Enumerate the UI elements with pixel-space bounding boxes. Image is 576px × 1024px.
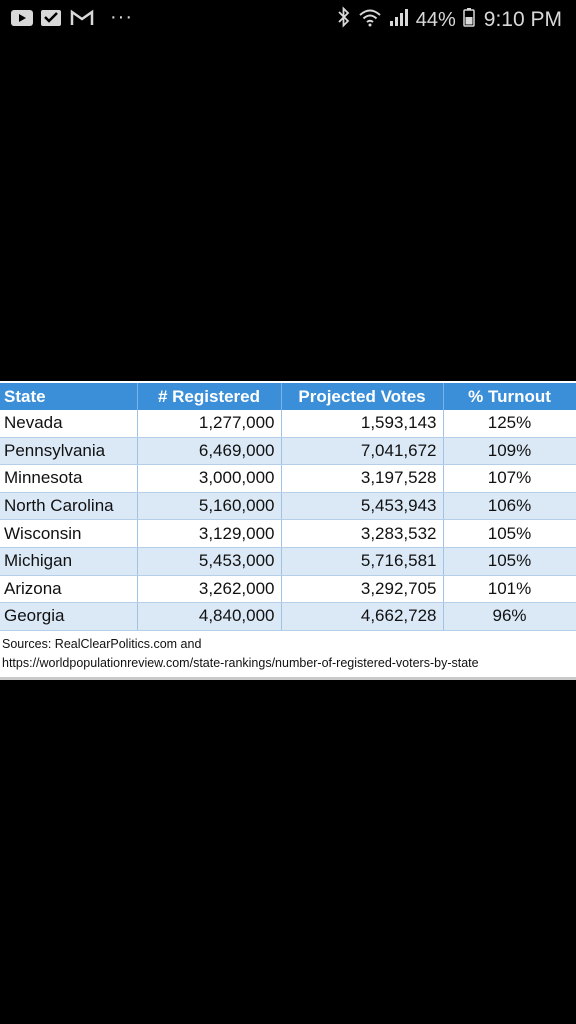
cell-projected: 4,662,728 — [281, 602, 444, 631]
table-header-row: State # Registered Projected Votes % Tur… — [0, 383, 576, 410]
clock: 9:10 PM — [483, 8, 562, 31]
table-row: Pennsylvania 6,469,000 7,041,672 109% — [0, 437, 576, 466]
status-bar: ··· 44% 9:10 PM — [0, 0, 576, 40]
cell-projected: 3,292,705 — [281, 575, 444, 604]
column-header-projected: Projected Votes — [281, 383, 444, 410]
cell-registered: 5,453,000 — [137, 547, 282, 576]
overflow-dots: ··· — [110, 6, 133, 28]
turnout-table: State # Registered Projected Votes % Tur… — [0, 383, 576, 631]
column-header-registered: # Registered — [137, 383, 282, 410]
signal-icon — [389, 7, 409, 33]
cell-turnout: 106% — [443, 492, 576, 521]
cell-projected: 5,453,943 — [281, 492, 444, 521]
cell-registered: 3,129,000 — [137, 519, 282, 548]
cell-state: Wisconsin — [0, 519, 138, 548]
cell-projected: 1,593,143 — [281, 410, 444, 438]
cell-state: North Carolina — [0, 492, 138, 521]
table-row: Minnesota 3,000,000 3,197,528 107% — [0, 464, 576, 493]
cell-turnout: 101% — [443, 575, 576, 604]
notification-icons: ··· — [10, 6, 133, 33]
cell-registered: 4,840,000 — [137, 602, 282, 631]
cell-turnout: 109% — [443, 437, 576, 466]
image-bottom-border — [0, 677, 576, 680]
table-row: Michigan 5,453,000 5,716,581 105% — [0, 547, 576, 576]
table-row: Nevada 1,277,000 1,593,143 125% — [0, 410, 576, 438]
cell-turnout: 107% — [443, 464, 576, 493]
sources-line: Sources: RealClearPolitics.com and — [2, 637, 202, 651]
cell-registered: 3,000,000 — [137, 464, 282, 493]
cell-projected: 5,716,581 — [281, 547, 444, 576]
cell-state: Nevada — [0, 410, 138, 438]
column-header-state: State — [0, 383, 138, 410]
cell-turnout: 105% — [443, 547, 576, 576]
cell-state: Minnesota — [0, 464, 138, 493]
cell-turnout: 105% — [443, 519, 576, 548]
sources-note: Sources: RealClearPolitics.com and https… — [2, 635, 574, 673]
mail-check-icon — [40, 8, 64, 33]
cell-turnout: 96% — [443, 602, 576, 631]
cell-projected: 3,283,532 — [281, 519, 444, 548]
table-row: Georgia 4,840,000 4,662,728 96% — [0, 602, 576, 631]
cell-turnout: 125% — [443, 410, 576, 438]
battery-icon — [463, 7, 475, 33]
sources-url: https://worldpopulationreview.com/state-… — [2, 656, 479, 670]
table-row: Wisconsin 3,129,000 3,283,532 105% — [0, 519, 576, 548]
youtube-icon — [10, 8, 34, 33]
cell-state: Michigan — [0, 547, 138, 576]
table-row: North Carolina 5,160,000 5,453,943 106% — [0, 492, 576, 521]
cell-registered: 6,469,000 — [137, 437, 282, 466]
system-status: 44% 9:10 PM — [337, 6, 562, 34]
gmail-icon — [70, 8, 94, 33]
turnout-table-image: State # Registered Projected Votes % Tur… — [0, 381, 576, 680]
cell-projected: 7,041,672 — [281, 437, 444, 466]
cell-state: Arizona — [0, 575, 138, 604]
table-row: Arizona 3,262,000 3,292,705 101% — [0, 575, 576, 604]
column-header-turnout: % Turnout — [443, 383, 576, 410]
cell-registered: 3,262,000 — [137, 575, 282, 604]
cell-registered: 1,277,000 — [137, 410, 282, 438]
battery-percent: 44% — [415, 8, 456, 31]
cell-state: Pennsylvania — [0, 437, 138, 466]
cell-registered: 5,160,000 — [137, 492, 282, 521]
cell-projected: 3,197,528 — [281, 464, 444, 493]
wifi-icon — [358, 7, 382, 33]
bluetooth-icon — [337, 6, 351, 34]
cell-state: Georgia — [0, 602, 138, 631]
